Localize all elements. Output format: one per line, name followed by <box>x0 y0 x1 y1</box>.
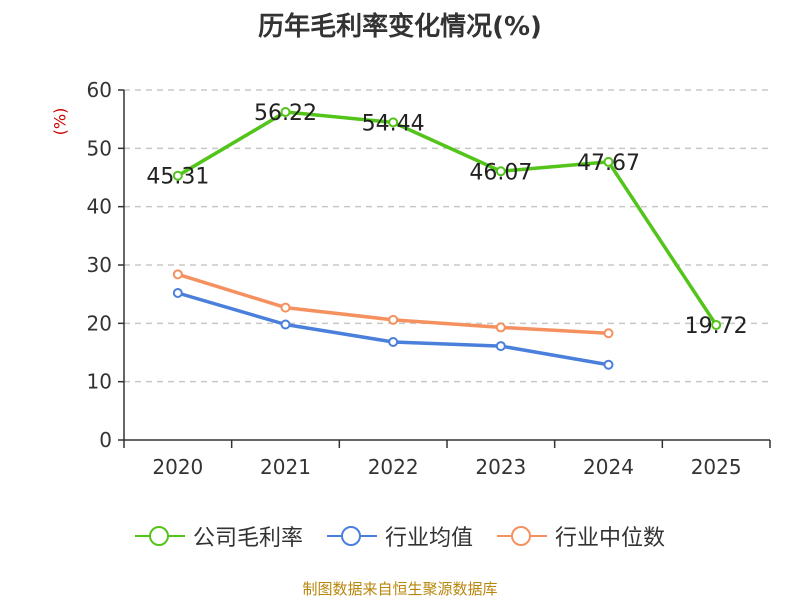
legend-circle-3 <box>511 526 531 546</box>
y-tick-label: 40 <box>87 195 112 219</box>
series-point-2 <box>603 359 614 370</box>
data-label: 54.44 <box>362 111 425 136</box>
series-point-2 <box>280 319 291 330</box>
series-point-2 <box>388 337 399 347</box>
data-label: 45.31 <box>146 165 209 190</box>
y-tick-label: 10 <box>87 370 112 394</box>
legend: 公司毛利率 行业均值 行业中位数 <box>0 520 800 552</box>
series-point-1 <box>280 107 291 118</box>
series-point-1 <box>711 319 722 330</box>
legend-swatch-1 <box>134 526 185 546</box>
series-point-3 <box>280 302 291 313</box>
y-tick-label: 20 <box>87 311 112 335</box>
series-point-3 <box>603 328 614 339</box>
legend-item-3: 行业中位数 <box>497 520 665 552</box>
legend-circle-1 <box>148 526 169 546</box>
legend-label-1: 公司毛利率 <box>192 526 303 551</box>
legend-circle-2 <box>340 526 361 546</box>
chart-title: 历年毛利率变化情况(%) <box>258 12 542 42</box>
x-tick-label: 2024 <box>583 455 634 479</box>
data-label: 47.67 <box>577 151 640 176</box>
series-point-3 <box>388 314 399 325</box>
series-point-3 <box>495 322 506 333</box>
x-tick-label: 2021 <box>260 455 311 479</box>
legend-swatch-2 <box>326 526 377 546</box>
series-point-1 <box>603 156 614 167</box>
series-point-1 <box>388 117 399 128</box>
series-line-1 <box>176 110 718 326</box>
x-tick-label: 2022 <box>368 455 419 479</box>
data-label: 56.22 <box>254 101 317 126</box>
y-tick-label: 0 <box>99 428 112 452</box>
x-tick-label: 2025 <box>691 455 742 479</box>
series-point-2 <box>172 288 183 298</box>
x-tick-label: 2020 <box>152 455 203 479</box>
legend-label-3: 行业中位数 <box>555 526 666 551</box>
x-tick-label: 2023 <box>475 455 526 479</box>
y-tick-label: 50 <box>87 136 112 160</box>
legend-label-2: 行业均值 <box>384 526 473 551</box>
y-tick-label: 60 <box>87 78 112 102</box>
legend-item-2: 行业均值 <box>326 520 473 552</box>
data-label: 46.07 <box>469 160 532 185</box>
series-point-1 <box>495 166 506 177</box>
data-source-note: 制图数据来自恒生聚源数据库 <box>302 580 498 598</box>
legend-swatch-3 <box>497 526 547 546</box>
y-tick-label: 30 <box>87 253 112 277</box>
series-point-2 <box>495 341 506 352</box>
data-label: 19.72 <box>685 314 748 339</box>
series-point-3 <box>172 269 183 280</box>
series-point-1 <box>172 170 183 181</box>
legend-item-1: 公司毛利率 <box>134 520 303 552</box>
